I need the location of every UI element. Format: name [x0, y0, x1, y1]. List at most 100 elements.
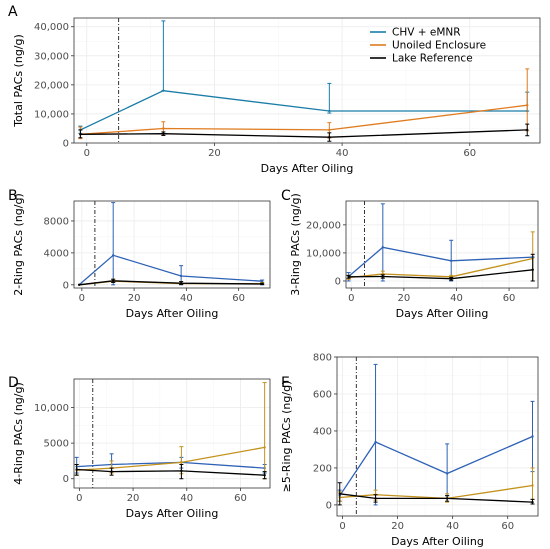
data-point-chv-emnr [374, 440, 377, 444]
series-layer [337, 363, 535, 506]
legend-label-chv-emnr: CHV + eMNR [392, 27, 461, 39]
data-point-lake-reference [162, 132, 165, 135]
series-line-chv-emnr [78, 254, 263, 286]
data-point-lake-reference [338, 492, 341, 496]
x-tick-label: 60 [232, 293, 245, 304]
x-tick-label: 60 [501, 521, 514, 532]
y-tick-label: 0 [63, 139, 69, 150]
series-line-chv-emnr [348, 246, 533, 277]
data-point-chv-emnr [450, 259, 453, 262]
y-tick-label: 4000 [44, 248, 69, 259]
x-axis-title: Days After Oiling [391, 535, 484, 548]
y-axis-title: ≥5-Ring PACs (ng/g) [280, 381, 293, 493]
plot-frame [73, 200, 271, 289]
panel-b: 0 20 40 60 0 4000 8000 Days After Oiling 2-Ring … [8, 188, 271, 320]
y-tick-label: 40,000 [34, 22, 69, 33]
series-line-chv-emnr [80, 90, 528, 131]
data-point-lake-reference [180, 469, 183, 473]
data-point-chv-emnr [162, 89, 165, 92]
y-axis-title: 4-Ring PACs (ng/g) [12, 382, 25, 485]
data-point-unoiled-enclosure [328, 128, 331, 132]
data-point-chv-emnr [112, 254, 115, 257]
y-axis-title: 2-Ring PACs (ng/g) [12, 193, 25, 296]
y-tick-label: 0 [335, 276, 341, 287]
data-point-chv-emnr [179, 274, 183, 278]
series-line-lake-reference [339, 493, 533, 503]
y-tick-label: 600 [313, 389, 332, 400]
series-layer [74, 382, 267, 480]
data-point-lake-reference [260, 282, 264, 286]
data-point-unoiled-enclosure [263, 446, 266, 449]
y-tick-label: 0 [63, 280, 69, 291]
y-tick-label: 0 [63, 474, 69, 485]
data-point-unoiled-enclosure [180, 461, 183, 464]
y-tick-label: 400 [313, 426, 332, 437]
data-point-lake-reference [531, 500, 534, 504]
x-tick-label: 60 [503, 293, 516, 304]
series-line-lake-reference [348, 269, 533, 280]
x-tick-label: 0 [348, 293, 354, 304]
x-tick-label: 20 [391, 521, 404, 532]
data-point-lake-reference [526, 128, 529, 132]
x-axis-title: Days After Oiling [396, 307, 489, 320]
panel-letter: D [8, 375, 19, 391]
data-point-chv-emnr [381, 246, 385, 249]
panel-a: 0 20 40 60 0 10,000 20,000 30,000 40,000 Days Aft… [8, 4, 541, 175]
series-line-lake-reference [79, 280, 263, 286]
y-tick-label: 20,000 [306, 220, 341, 231]
y-tick-label: 10,000 [34, 403, 69, 414]
x-tick-label: 0 [339, 521, 345, 532]
data-point-lake-reference [112, 279, 115, 283]
panel-letter: A [8, 4, 18, 20]
series-layer [78, 20, 530, 142]
data-point-lake-reference [445, 497, 449, 500]
x-tick-label: 40 [446, 521, 459, 532]
panel-letter: B [8, 188, 18, 204]
data-point-lake-reference [78, 283, 81, 287]
data-point-unoiled-enclosure [531, 484, 534, 487]
plot-frame [345, 200, 539, 289]
y-tick-label: 0 [326, 500, 332, 511]
data-point-unoiled-enclosure [526, 104, 529, 107]
x-tick-label: 0 [76, 493, 82, 504]
x-tick-label: 60 [234, 493, 247, 504]
y-tick-label: 10,000 [34, 109, 69, 120]
data-point-unoiled-enclosure [162, 127, 165, 130]
data-point-lake-reference [531, 268, 534, 271]
data-point-chv-emnr [328, 109, 331, 113]
data-point-lake-reference [179, 282, 183, 285]
data-point-lake-reference [450, 277, 453, 280]
y-tick-label: 200 [313, 463, 332, 474]
x-tick-label: 20 [397, 293, 410, 304]
data-point-lake-reference [110, 470, 113, 473]
x-tick-label: 60 [463, 148, 476, 159]
plot-frame [336, 356, 539, 517]
x-tick-label: 40 [180, 493, 193, 504]
x-tick-label: 20 [128, 293, 141, 304]
plot-frame [73, 17, 541, 144]
series-line-unoiled-enclosure [339, 484, 533, 500]
data-point-lake-reference [263, 473, 266, 477]
panel-letter: C [281, 188, 291, 204]
data-point-chv-emnr [445, 472, 449, 475]
data-point-lake-reference [75, 468, 78, 471]
y-tick-label: 8000 [44, 216, 69, 227]
x-tick-label: 20 [208, 148, 221, 159]
x-tick-label: 40 [450, 293, 463, 304]
y-axis-title: 3-Ring PACs (ng/g) [289, 193, 302, 296]
data-point-lake-reference [328, 135, 331, 139]
x-tick-label: 0 [79, 293, 85, 304]
x-tick-label: 40 [336, 148, 349, 159]
series-line-chv-emnr [76, 461, 265, 469]
x-axis-title: Days After Oiling [261, 162, 354, 175]
data-point-lake-reference [374, 497, 377, 500]
panel-c: 0 20 40 60 0 10,000 20,000 Days After Oiling 3-R… [281, 188, 539, 320]
data-point-lake-reference [381, 275, 385, 278]
series-line-unoiled-enclosure [76, 446, 265, 471]
x-tick-label: 20 [127, 493, 140, 504]
panel-letter: E [281, 375, 290, 391]
y-tick-label: 10,000 [306, 248, 341, 259]
x-tick-label: 0 [84, 148, 90, 159]
x-axis-title: Days After Oiling [126, 307, 219, 320]
